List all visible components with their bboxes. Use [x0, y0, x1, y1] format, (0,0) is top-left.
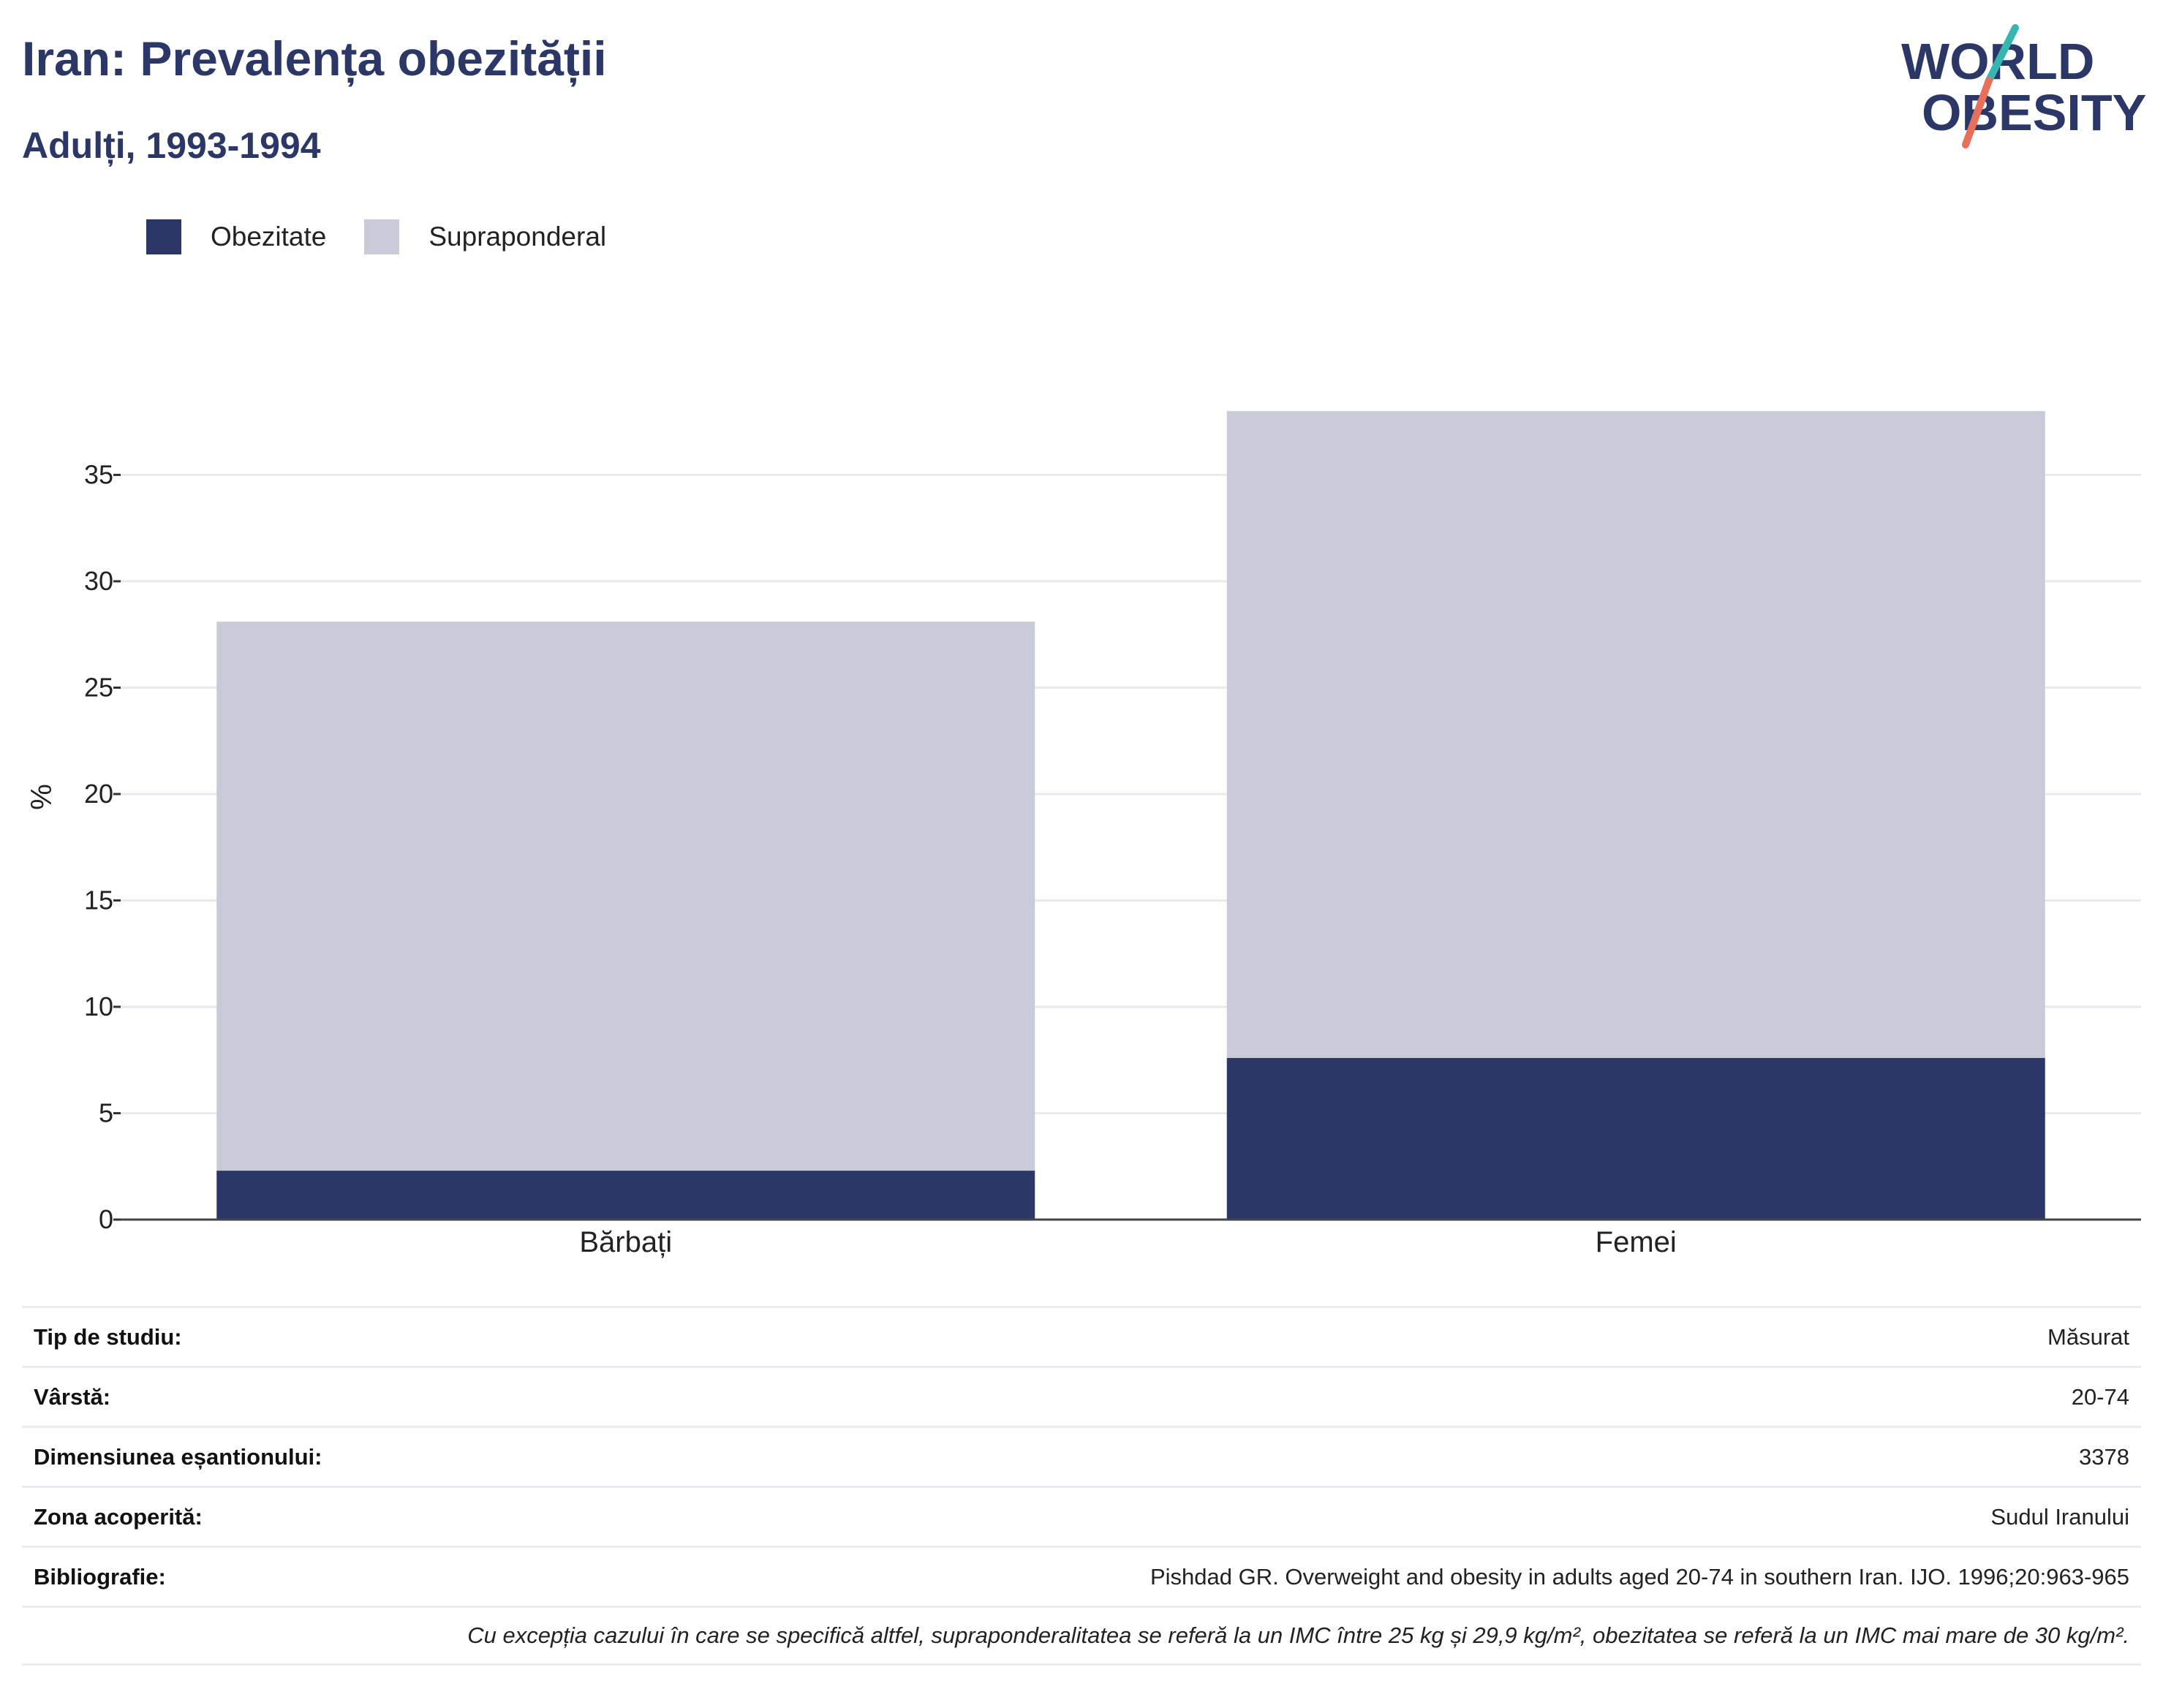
logo-slash-bottom [1962, 77, 1993, 148]
bmi-definition-note: Cu excepția cazului în care se specifică… [22, 1606, 2141, 1666]
y-tick-label: 0 [99, 1204, 113, 1234]
bar-supraponderal-1 [1226, 411, 2045, 1058]
x-tick-label: Femei [1596, 1226, 1677, 1258]
legend-label-obezitate: Obezitate [211, 222, 327, 252]
y-tick-label: 35 [84, 460, 113, 490]
y-tick-label: 15 [84, 885, 113, 915]
info-value: Pishdad GR. Overweight and obesity in ad… [1150, 1563, 2129, 1590]
logo-slash-top [1985, 24, 2019, 84]
legend-swatch-obezitate [146, 219, 181, 254]
info-value: Sudul Iranului [1990, 1503, 2129, 1530]
bar-obezitate-1 [1226, 1057, 2045, 1220]
info-label: Vârstă: [34, 1383, 111, 1410]
y-tick-label: 30 [84, 566, 113, 596]
info-value: 20-74 [2071, 1383, 2129, 1410]
info-row-sample-size: Dimensiunea eșantionului: 3378 [22, 1426, 2141, 1486]
legend-item-obezitate[interactable]: Obezitate [146, 219, 326, 254]
info-label: Dimensiunea eșantionului: [34, 1443, 322, 1470]
info-value: 3378 [2079, 1443, 2129, 1470]
y-tick-label: 10 [84, 991, 113, 1021]
info-value: Măsurat [2047, 1323, 2129, 1350]
y-tick-label: 20 [84, 779, 113, 809]
y-axis-label: % [26, 784, 58, 810]
legend-label-supraponderal: Supraponderal [429, 222, 607, 252]
study-info-table: Tip de studiu: Măsurat Vârstă: 20-74 Dim… [22, 1306, 2141, 1666]
legend-item-supraponderal[interactable]: Supraponderal [364, 219, 606, 254]
info-label: Tip de studiu: [34, 1323, 182, 1350]
page-subtitle: Adulți, 1993-1994 [22, 125, 321, 166]
logo-line2: OBESITY [1922, 84, 2146, 141]
info-row-bibliography: Bibliografie: Pishdad GR. Overweight and… [22, 1546, 2141, 1606]
info-row-area: Zona acoperită: Sudul Iranului [22, 1486, 2141, 1546]
info-row-age: Vârstă: 20-74 [22, 1366, 2141, 1426]
bar-supraponderal-0 [216, 621, 1035, 1171]
legend-swatch-supraponderal [364, 219, 400, 254]
page-title: Iran: Prevalența obezității [22, 31, 607, 86]
world-obesity-logo: WORLD OBESITY [1901, 24, 2146, 148]
info-row-study-type: Tip de studiu: Măsurat [22, 1306, 2141, 1366]
info-label: Zona acoperită: [34, 1503, 203, 1530]
x-tick-label: Bărbați [579, 1226, 672, 1258]
stacked-bar-chart: 0 5 10 15 20 25 30 35% Bărbați Femei [26, 411, 2141, 1258]
y-tick-label: 25 [84, 673, 113, 703]
info-label: Bibliografie: [34, 1563, 166, 1590]
bar-obezitate-0 [216, 1171, 1035, 1220]
chart-legend: Obezitate Supraponderal [146, 216, 644, 257]
y-tick-label: 5 [99, 1098, 113, 1128]
